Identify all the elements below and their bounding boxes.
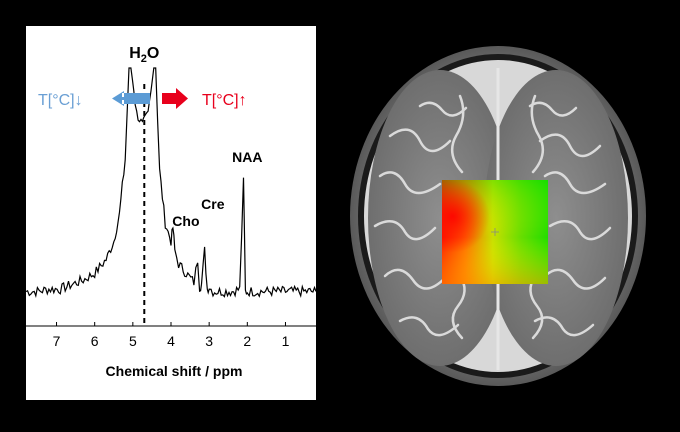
temperature-up-arrow-glyph: ↑	[239, 92, 247, 109]
cre-peak-label: Cre	[201, 196, 225, 212]
temperature-up-label: T[°C]↑	[202, 92, 247, 109]
mri-image	[330, 26, 668, 400]
x-tick-label: 5	[129, 333, 137, 349]
x-tick-label: 4	[167, 333, 175, 349]
x-tick-label: 7	[53, 333, 61, 349]
x-tick-label: 6	[91, 333, 99, 349]
temperature-down-text: T[°C]	[38, 92, 75, 109]
spectrum-series-line	[26, 67, 316, 299]
brain-right-hemisphere	[484, 70, 628, 366]
brain-left-hemisphere	[368, 70, 512, 366]
temperature-map-overlay	[442, 180, 548, 284]
water-label-suffix: O	[147, 45, 159, 62]
x-tick-label: 2	[243, 333, 251, 349]
x-tick-label: 3	[205, 333, 213, 349]
crosshair-marker	[491, 228, 499, 236]
x-axis-label: Chemical shift / ppm	[106, 363, 243, 379]
temperature-down-arrow-glyph: ↓	[75, 92, 83, 109]
x-axis-ticks: 7 6 5 4 3 2 1	[53, 322, 290, 349]
arrow-left-icon	[112, 91, 150, 106]
temperature-up-text: T[°C]	[202, 92, 239, 109]
naa-peak-label: NAA	[232, 149, 262, 165]
cho-peak-label: Cho	[172, 213, 199, 229]
temperature-down-label: T[°C]↓	[38, 92, 83, 109]
x-tick-label: 1	[282, 333, 290, 349]
sulci-pattern	[373, 94, 612, 340]
brain-mri-illustration	[350, 46, 646, 386]
water-peak-label: H2O	[129, 45, 159, 65]
arrow-right-icon	[162, 88, 188, 109]
water-label-subscript: 2	[141, 53, 147, 65]
water-label-prefix: H	[129, 45, 141, 62]
